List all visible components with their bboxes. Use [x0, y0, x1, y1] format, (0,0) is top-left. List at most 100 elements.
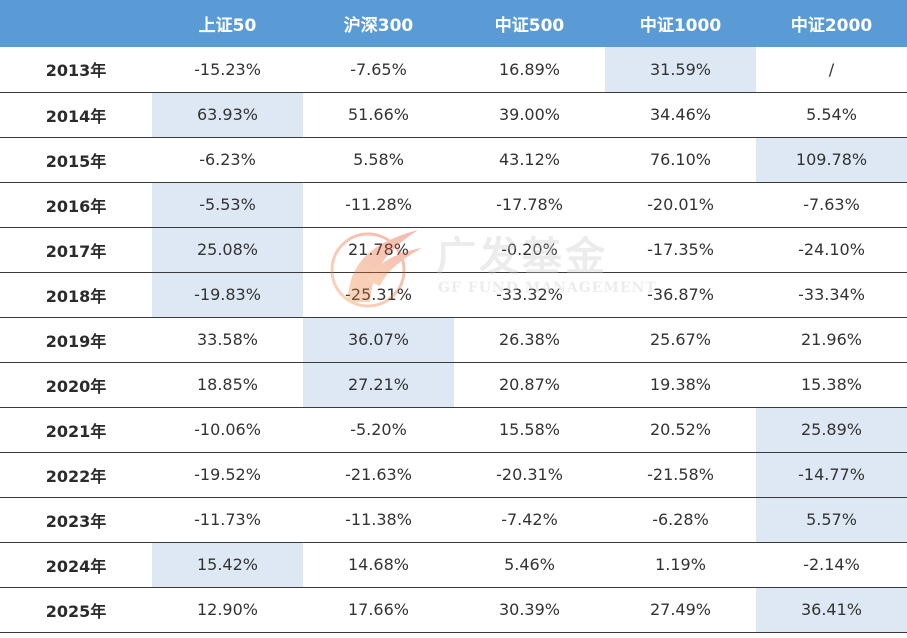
return-cell: 17.66%	[303, 587, 454, 633]
highlighted-return-cell: 27.21%	[303, 362, 454, 408]
return-cell: -7.42%	[454, 497, 605, 543]
highlighted-return-cell: 5.57%	[756, 497, 907, 543]
return-cell: 39.00%	[454, 92, 605, 138]
return-cell: -7.63%	[756, 182, 907, 228]
highlighted-return-cell: 31.59%	[605, 47, 756, 93]
return-cell: 27.49%	[605, 587, 756, 633]
row-year-label: 2018年	[0, 272, 152, 318]
table-row: 2015年 -6.23% 5.58% 43.12% 76.10% 109.78%	[0, 137, 907, 183]
return-cell: -25.31%	[303, 272, 454, 318]
highlighted-return-cell: -19.83%	[152, 272, 303, 318]
return-cell: 14.68%	[303, 542, 454, 588]
return-cell: 20.52%	[605, 407, 756, 453]
highlighted-return-cell: 63.93%	[152, 92, 303, 138]
row-year-label: 2013年	[0, 47, 152, 93]
table-row: 2013年 -15.23% -7.65% 16.89% 31.59% /	[0, 47, 907, 93]
highlighted-return-cell: -5.53%	[152, 182, 303, 228]
row-year-label: 2016年	[0, 182, 152, 228]
highlighted-return-cell: 109.78%	[756, 137, 907, 183]
return-cell: 30.39%	[454, 587, 605, 633]
highlighted-return-cell: 15.42%	[152, 542, 303, 588]
return-cell: 16.89%	[454, 47, 605, 93]
return-cell: -7.65%	[303, 47, 454, 93]
table-row: 2023年 -11.73% -11.38% -7.42% -6.28% 5.57%	[0, 497, 907, 543]
row-year-label: 2024年	[0, 542, 152, 588]
column-header: 上证50	[152, 0, 303, 47]
return-cell: /	[756, 47, 907, 93]
table-row: 2019年 33.58% 36.07% 26.38% 25.67% 21.96%	[0, 317, 907, 363]
header-corner	[0, 0, 152, 47]
return-cell: 5.58%	[303, 137, 454, 183]
return-cell: 34.46%	[605, 92, 756, 138]
row-year-label: 2017年	[0, 227, 152, 273]
row-year-label: 2015年	[0, 137, 152, 183]
return-cell: 15.38%	[756, 362, 907, 408]
return-cell: -24.10%	[756, 227, 907, 273]
return-cell: -5.20%	[303, 407, 454, 453]
column-header: 中证2000	[756, 0, 907, 47]
return-cell: 15.58%	[454, 407, 605, 453]
row-year-label: 2023年	[0, 497, 152, 543]
return-cell: -21.58%	[605, 452, 756, 498]
return-cell: 21.78%	[303, 227, 454, 273]
table-row: 2014年 63.93% 51.66% 39.00% 34.46% 5.54%	[0, 92, 907, 138]
row-year-label: 2019年	[0, 317, 152, 363]
row-year-label: 2014年	[0, 92, 152, 138]
return-cell: 20.87%	[454, 362, 605, 408]
highlighted-return-cell: 36.07%	[303, 317, 454, 363]
return-cell: 33.58%	[152, 317, 303, 363]
highlighted-return-cell: 25.08%	[152, 227, 303, 273]
return-cell: 43.12%	[454, 137, 605, 183]
return-cell: -19.52%	[152, 452, 303, 498]
table-row: 2024年 15.42% 14.68% 5.46% 1.19% -2.14%	[0, 542, 907, 588]
return-cell: -15.23%	[152, 47, 303, 93]
return-cell: -2.14%	[756, 542, 907, 588]
return-cell: -11.28%	[303, 182, 454, 228]
row-year-label: 2022年	[0, 452, 152, 498]
table-row: 2025年 12.90% 17.66% 30.39% 27.49% 36.41%	[0, 587, 907, 633]
return-cell: -20.31%	[454, 452, 605, 498]
return-cell: -11.38%	[303, 497, 454, 543]
return-cell: -0.20%	[454, 227, 605, 273]
column-header: 中证500	[454, 0, 605, 47]
highlighted-return-cell: 36.41%	[756, 587, 907, 633]
row-year-label: 2020年	[0, 362, 152, 408]
return-cell: -10.06%	[152, 407, 303, 453]
row-year-label: 2021年	[0, 407, 152, 453]
return-cell: -17.35%	[605, 227, 756, 273]
return-cell: 51.66%	[303, 92, 454, 138]
return-cell: 25.67%	[605, 317, 756, 363]
highlighted-return-cell: 25.89%	[756, 407, 907, 453]
return-cell: -6.28%	[605, 497, 756, 543]
table-row: 2017年 25.08% 21.78% -0.20% -17.35% -24.10%	[0, 227, 907, 273]
table-header: 上证50 沪深300 中证500 中证1000 中证2000	[0, 0, 907, 47]
column-header: 中证1000	[605, 0, 756, 47]
return-cell: -17.78%	[454, 182, 605, 228]
table-row: 2021年 -10.06% -5.20% 15.58% 20.52% 25.89%	[0, 407, 907, 453]
highlighted-return-cell: -14.77%	[756, 452, 907, 498]
return-cell: 5.54%	[756, 92, 907, 138]
return-cell: -36.87%	[605, 272, 756, 318]
return-cell: 21.96%	[756, 317, 907, 363]
return-cell: -33.32%	[454, 272, 605, 318]
row-year-label: 2025年	[0, 587, 152, 633]
return-cell: -6.23%	[152, 137, 303, 183]
table-row: 2018年 -19.83% -25.31% -33.32% -36.87% -33.34%	[0, 272, 907, 318]
return-cell: 19.38%	[605, 362, 756, 408]
return-cell: 76.10%	[605, 137, 756, 183]
return-cell: 5.46%	[454, 542, 605, 588]
return-cell: 26.38%	[454, 317, 605, 363]
table-row: 2022年 -19.52% -21.63% -20.31% -21.58% -14.77%	[0, 452, 907, 498]
return-cell: -20.01%	[605, 182, 756, 228]
return-cell: 18.85%	[152, 362, 303, 408]
return-cell: -11.73%	[152, 497, 303, 543]
table-row: 2016年 -5.53% -11.28% -17.78% -20.01% -7.63%	[0, 182, 907, 228]
table-body: 2013年 -15.23% -7.65% 16.89% 31.59%/2014年 63.9…	[0, 47, 907, 633]
header-row: 上证50 沪深300 中证500 中证1000 中证2000	[0, 0, 907, 47]
column-header: 沪深300	[303, 0, 454, 47]
return-cell: -21.63%	[303, 452, 454, 498]
return-cell: 12.90%	[152, 587, 303, 633]
return-cell: 1.19%	[605, 542, 756, 588]
table-row: 2020年 18.85% 27.21% 20.87% 19.38% 15.38%	[0, 362, 907, 408]
